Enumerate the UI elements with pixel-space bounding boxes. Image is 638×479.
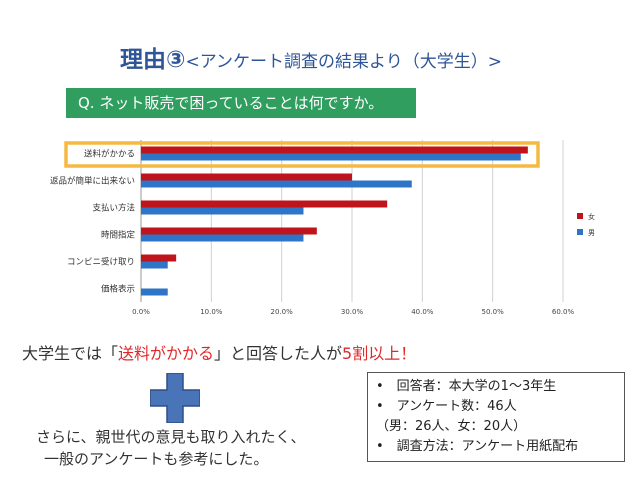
title-main: 理由③ [120, 47, 186, 73]
bar-female [141, 173, 352, 181]
bar-male [141, 234, 304, 242]
x-tick-label: 0.0% [132, 308, 150, 316]
bar-female [141, 146, 528, 154]
x-tick-label: 40.0% [411, 308, 434, 316]
legend-label: 男 [588, 229, 595, 237]
bar-male [141, 180, 412, 188]
bar-female [141, 227, 317, 235]
info-method: • 調査方法：アンケート用紙配布 [376, 439, 579, 454]
category-label: 価格表示 [101, 284, 135, 295]
survey-info-box: • 回答者：本大学の1〜3年生 • アンケート数：46人 （男：26人、女：20… [367, 372, 625, 462]
category-label: コンビニ受け取り [67, 257, 135, 268]
conclusion-pre: 大学生では「 [22, 344, 119, 363]
category-label: 返品が簡単に出来ない [50, 176, 135, 187]
conclusion-highlight-2: 5割以上！ [342, 344, 417, 363]
bar-female [141, 200, 388, 208]
conclusion-text: 大学生では「送料がかかる」と回答した人が5割以上！ [22, 340, 416, 364]
note-line-1: さらに、親世代の意見も取り入れたく、 [36, 428, 306, 446]
conclusion-mid: 」と回答した人が [214, 344, 343, 363]
legend-label: 女 [588, 212, 595, 221]
note-text: さらに、親世代の意見も取り入れたく、 一般のアンケートも参考にした。 [36, 426, 306, 470]
category-label: 時間指定 [101, 230, 136, 241]
conclusion-highlight: 送料がかかる [118, 344, 215, 363]
legend-swatch [577, 213, 583, 219]
slide-title: 理由③<アンケート調査の結果より（大学生）> [120, 40, 502, 74]
bar-male [141, 261, 168, 269]
bar-male [141, 153, 521, 161]
bar-male [141, 207, 304, 215]
x-tick-label: 10.0% [200, 308, 223, 316]
bar-male [141, 288, 168, 296]
info-breakdown: （男：26人、女：20人） [376, 419, 527, 434]
highlight-box [64, 141, 540, 168]
x-tick-label: 20.0% [271, 308, 294, 316]
note-line-2: 一般のアンケートも参考にした。 [44, 450, 269, 468]
bar-female [141, 254, 177, 262]
category-label: 支払い方法 [92, 203, 135, 214]
x-tick-label: 30.0% [341, 308, 364, 316]
x-tick-label: 50.0% [482, 308, 505, 316]
legend-swatch [577, 229, 583, 235]
x-tick-label: 60.0% [552, 308, 575, 316]
info-count: • アンケート数：46人 [376, 399, 517, 414]
bar-chart: 0.0% 10.0% 20.0% 30.0% 40.0% 50.0% 60.0% 送料がかかる… [50, 140, 595, 316]
category-label: 送料がかかる [84, 149, 135, 160]
plus-icon [150, 373, 200, 423]
question-banner: Q. ネット販売で困っていることは何ですか。 [66, 88, 416, 118]
title-sub: <アンケート調査の結果より（大学生）> [185, 52, 502, 72]
info-respondents: • 回答者：本大学の1〜3年生 [376, 379, 557, 394]
